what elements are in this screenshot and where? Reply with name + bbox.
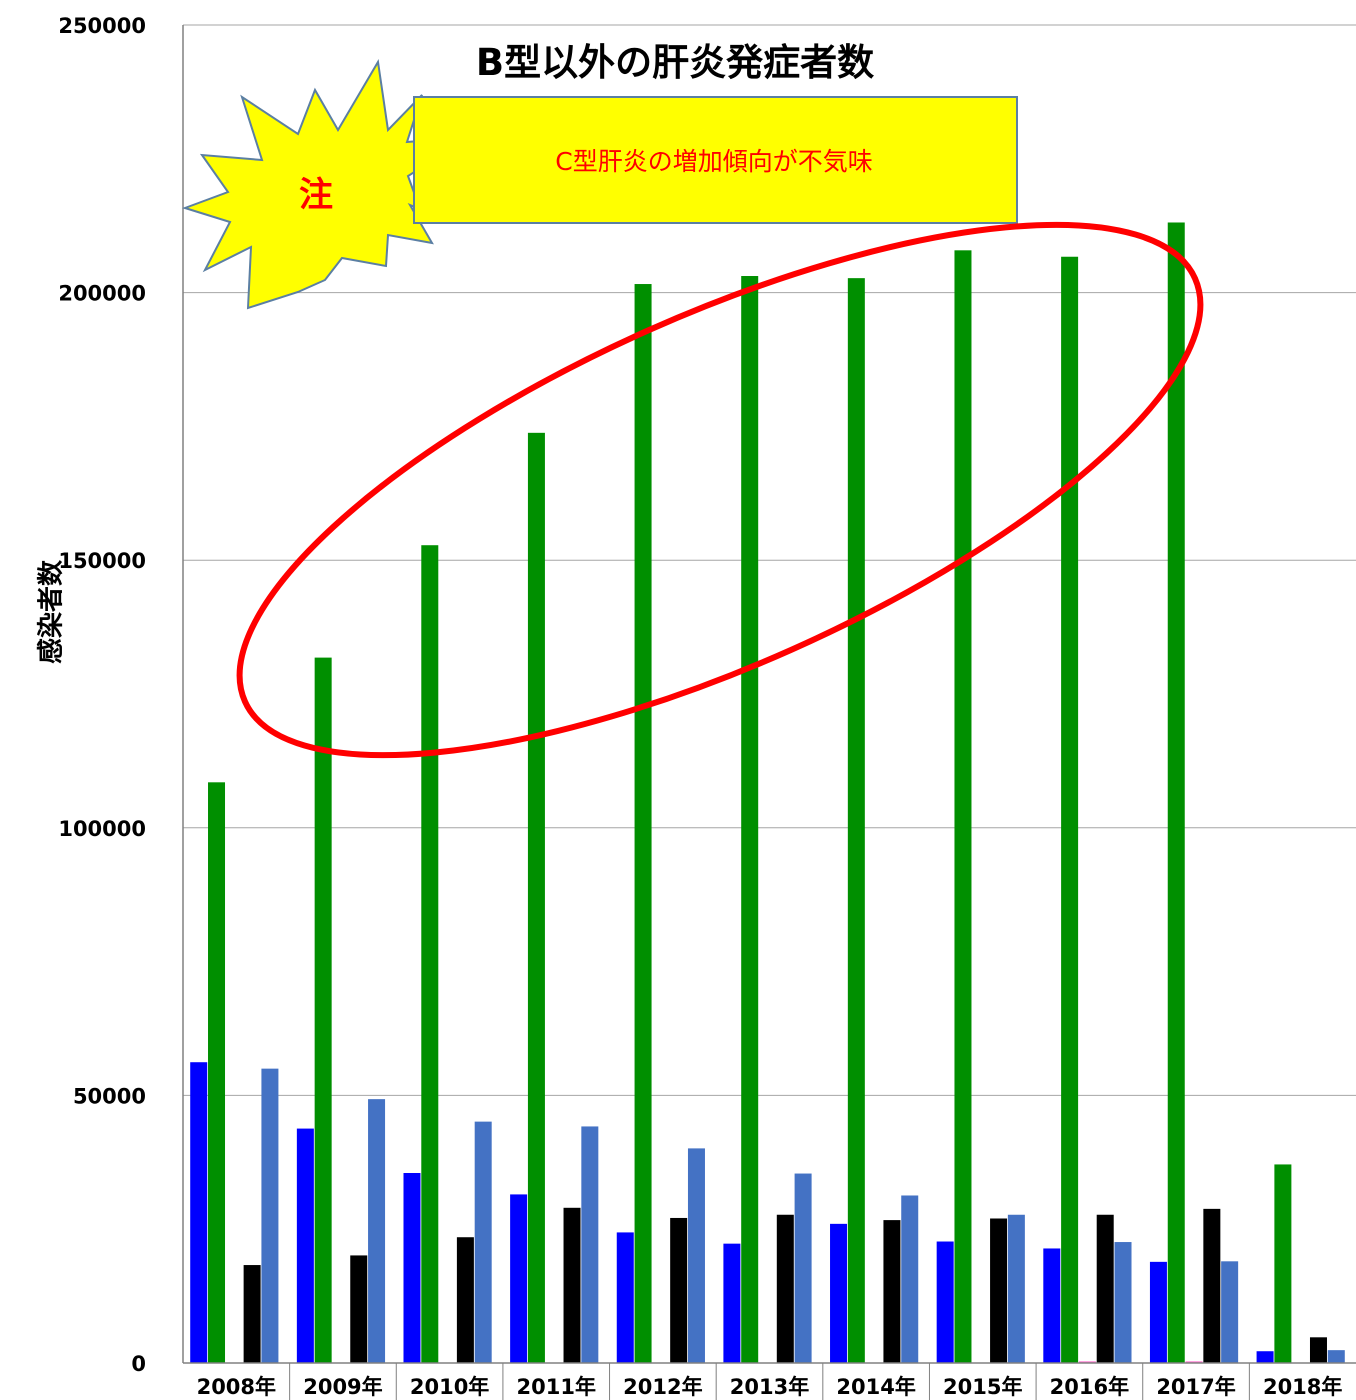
bar: [456, 1237, 474, 1363]
bar: [1309, 1337, 1327, 1363]
axes: [182, 25, 1356, 1400]
x-category-label: 2012年: [623, 1375, 702, 1399]
bar: [190, 1062, 208, 1363]
bar: [670, 1217, 688, 1363]
callout-box: [413, 96, 1018, 224]
bar: [563, 1207, 581, 1363]
y-tick-label: 200000: [58, 282, 146, 306]
bar: [687, 1148, 705, 1363]
y-tick-label: 50000: [73, 1084, 146, 1108]
bar: [1043, 1248, 1061, 1363]
bar: [314, 657, 332, 1363]
bar: [261, 1068, 279, 1363]
bar: [474, 1121, 492, 1363]
bar: [581, 1126, 599, 1363]
x-category-label: 2016年: [1050, 1375, 1129, 1399]
bar: [794, 1173, 812, 1363]
bar: [403, 1173, 421, 1363]
bar: [723, 1243, 741, 1363]
x-category-label: 2013年: [730, 1375, 809, 1399]
x-category-label: 2014年: [836, 1375, 915, 1399]
starburst-shape: [181, 59, 471, 310]
y-tick-label: 100000: [58, 817, 146, 841]
bar: [368, 1099, 386, 1363]
x-category-label: 2010年: [410, 1375, 489, 1399]
bar: [1114, 1242, 1132, 1363]
y-tick-label: 250000: [58, 14, 146, 38]
y-tick-label: 150000: [58, 549, 146, 573]
bar: [296, 1128, 314, 1363]
bar: [901, 1195, 919, 1363]
starburst-label: 注: [299, 175, 333, 215]
bar: [350, 1255, 368, 1363]
grid-lines: [183, 24, 1356, 1096]
x-category-label: 2017年: [1156, 1375, 1235, 1399]
x-category-label: 2008年: [197, 1375, 276, 1399]
bar: [1221, 1261, 1239, 1363]
callout-text: C型肝炎の増加傾向が不気味: [555, 147, 872, 176]
bar: [634, 284, 652, 1363]
x-category-label: 2015年: [943, 1375, 1022, 1399]
bar: [616, 1232, 634, 1363]
bar: [1149, 1261, 1167, 1363]
bar: [1256, 1351, 1274, 1363]
bar: [208, 782, 226, 1363]
highlight-ellipse: [236, 221, 1204, 759]
bar: [883, 1220, 901, 1363]
x-category-label: 2011年: [517, 1375, 596, 1399]
bar: [1185, 1361, 1203, 1363]
y-tick-labels: 0 50000 100000 150000 200000 250000: [58, 14, 146, 1376]
bar: [527, 432, 545, 1363]
bar: [1203, 1208, 1221, 1363]
bar: [510, 1194, 528, 1363]
bar: [1096, 1214, 1114, 1363]
bar: [243, 1265, 261, 1363]
y-tick-label: 0: [131, 1352, 146, 1376]
bar: [1327, 1350, 1345, 1363]
y-axis-title: 感染者数: [37, 559, 67, 664]
bar: [1167, 222, 1185, 1364]
bars: [190, 222, 1345, 1364]
bar: [990, 1218, 1008, 1363]
bar: [1274, 1164, 1292, 1363]
chart-title: B型以外の肝炎発症者数: [476, 41, 874, 84]
bar: [421, 545, 439, 1363]
x-category-label: 2018年: [1263, 1375, 1342, 1399]
bar: [741, 276, 759, 1363]
x-category-label: 2009年: [303, 1375, 382, 1399]
bar: [776, 1214, 794, 1363]
bar: [936, 1241, 954, 1363]
bar: [847, 278, 865, 1363]
bar: [1007, 1214, 1025, 1363]
x-category-labels: 2008年 2009年 2010年 2011年 2012年 2013年 2014年 2015年…: [197, 1375, 1343, 1399]
bar: [954, 250, 972, 1363]
bar: [1078, 1361, 1096, 1363]
bar: [1061, 256, 1079, 1364]
bar: [830, 1223, 848, 1363]
